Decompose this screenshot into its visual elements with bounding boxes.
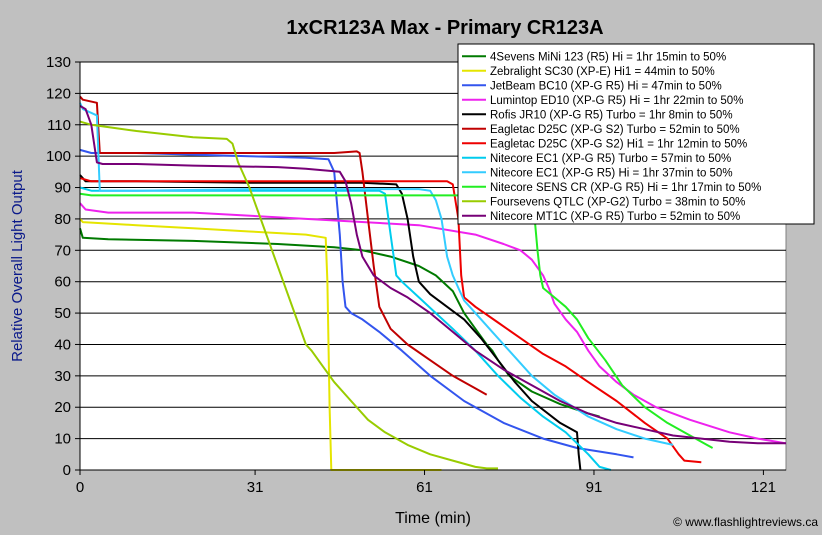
series-line-6 bbox=[79, 95, 488, 396]
series-line-3 bbox=[79, 148, 634, 459]
y-tick-label: 20 bbox=[54, 399, 71, 416]
legend-entry: Foursevens QTLC (XP-G2) Turbo = 38min to… bbox=[490, 196, 745, 208]
y-tick-label: 130 bbox=[46, 54, 71, 71]
legend-entry: Eagletac D25C (XP-G S2) Hi1 = 1hr 12min … bbox=[490, 138, 747, 150]
series-lines bbox=[79, 95, 787, 471]
y-tick-label: 90 bbox=[54, 180, 71, 197]
x-tick-label: 31 bbox=[247, 479, 264, 496]
legend-entry: Rofis JR10 (XP-G R5) Turbo = 1hr 8min to… bbox=[490, 109, 733, 121]
legend-entry: JetBeam BC10 (XP-G R5) Hi = 47min to 50% bbox=[490, 80, 722, 92]
series-line-10 bbox=[79, 192, 714, 449]
y-tick-label: 80 bbox=[54, 211, 71, 228]
y-tick-label: 70 bbox=[54, 242, 71, 259]
series-line-1 bbox=[79, 228, 600, 418]
series-line-5 bbox=[79, 174, 582, 471]
legend-entry: Eagletac D25C (XP-G S2) Turbo = 52min to… bbox=[490, 124, 740, 136]
copyright-text: © www.flashlightreviews.ca bbox=[673, 515, 818, 529]
x-tick-label: 91 bbox=[586, 479, 603, 496]
y-tick-label: 10 bbox=[54, 431, 71, 448]
series-line-8 bbox=[79, 186, 612, 471]
series-line-9 bbox=[79, 102, 674, 446]
y-tick-label: 50 bbox=[54, 305, 71, 322]
legend-entry: 4Sevens MiNi 123 (R5) Hi = 1hr 15min to … bbox=[490, 51, 726, 63]
legend-box bbox=[457, 43, 815, 225]
x-tick-label: 61 bbox=[416, 479, 433, 496]
y-tick-label: 110 bbox=[47, 117, 71, 134]
legend-entry: Lumintop ED10 (XP-G R5) Hi = 1hr 22min t… bbox=[490, 95, 743, 107]
legend: 4Sevens MiNi 123 (R5) Hi = 1hr 15min to … bbox=[457, 43, 815, 225]
y-tick-label: 120 bbox=[46, 85, 71, 102]
axes: 0 10 20 30 40 50 60 70 80 90 100 110 120 130 0 31 61 91 12… bbox=[46, 54, 786, 496]
y-tick-label: 40 bbox=[54, 336, 71, 353]
legend-entry: Nitecore SENS CR (XP-G R5) Hi = 1hr 17mi… bbox=[490, 182, 761, 194]
y-tick-label: 100 bbox=[46, 148, 71, 165]
y-tick-label: 60 bbox=[54, 274, 71, 291]
y-tick-label: 0 bbox=[63, 462, 71, 479]
legend-entry: Nitecore EC1 (XP-G R5) Turbo = 57min to … bbox=[490, 153, 731, 165]
x-tick-label: 0 bbox=[76, 479, 84, 496]
series-line-11 bbox=[79, 120, 498, 470]
x-axis-label: Time (min) bbox=[395, 510, 471, 527]
series-line-12 bbox=[79, 105, 786, 445]
y-axis-label: Relative Overall Light Output bbox=[9, 169, 26, 362]
legend-entry: Zebralight SC30 (XP-E) Hi1 = 44min to 50… bbox=[490, 66, 715, 78]
chart-title: 1xCR123A Max - Primary CR123A bbox=[286, 17, 603, 39]
y-tick-label: 30 bbox=[54, 368, 71, 385]
legend-entry: Nitecore MT1C (XP-G R5) Turbo = 52min to… bbox=[490, 211, 740, 223]
legend-entry: Nitecore EC1 (XP-G R5) Hi = 1hr 37min to… bbox=[490, 167, 733, 179]
x-tick-label: 121 bbox=[751, 479, 776, 496]
